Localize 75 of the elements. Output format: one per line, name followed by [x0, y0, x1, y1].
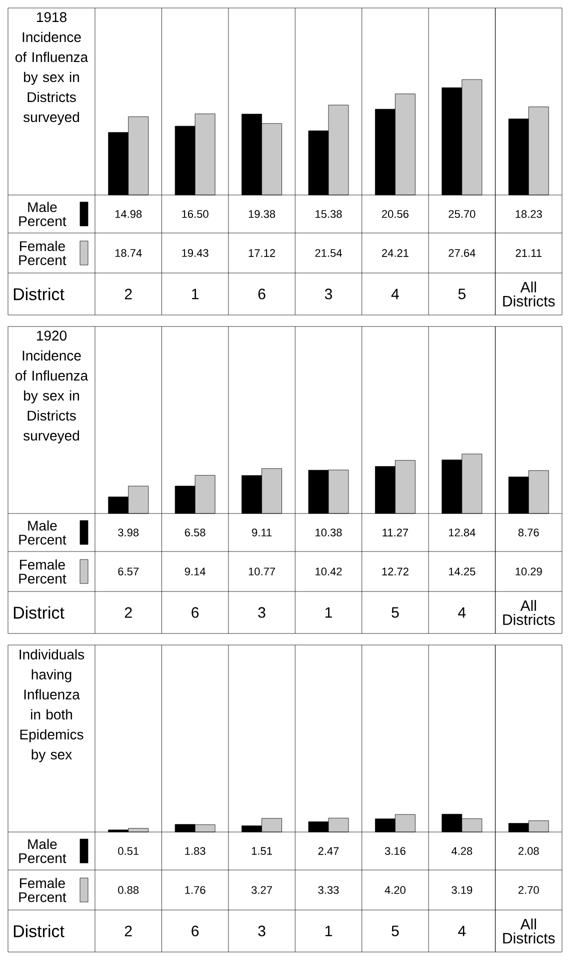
x-tick-label: 6: [192, 926, 199, 936]
x-tick-label: 5: [392, 926, 399, 936]
data-label: 12.72: [382, 568, 408, 576]
data-label: 19.43: [182, 249, 208, 257]
data-label: 18.74: [115, 249, 142, 257]
data-label: 17.12: [248, 249, 275, 257]
x-tick-label: 2: [124, 926, 132, 936]
data-label: 3.98: [118, 528, 139, 536]
x-axis-title: District: [14, 288, 64, 300]
data-label: 10.29: [516, 568, 542, 576]
x-tick-label: 3: [324, 288, 332, 300]
data-label: 2.47: [318, 847, 339, 855]
data-label: 10.38: [316, 528, 342, 536]
x-axis-title: District: [14, 606, 64, 619]
data-label: 2.08: [518, 847, 539, 855]
data-label: 4.28: [451, 847, 472, 855]
legend-label: Female Percent: [19, 878, 66, 902]
x-tick-label: 3: [258, 607, 266, 618]
x-tick-label: 1: [325, 926, 332, 936]
data-label: 14.98: [115, 210, 142, 218]
x-tick-label: All Districts: [503, 281, 555, 306]
data-label: 20.56: [382, 210, 408, 218]
data-label: 12.84: [449, 528, 476, 536]
data-label: 2.70: [518, 886, 539, 894]
x-tick-label: 3: [258, 926, 266, 936]
legend-label: Female Percent: [19, 559, 66, 584]
x-tick-label: 5: [458, 288, 466, 300]
x-tick-label: 2: [124, 607, 132, 618]
data-label: 24.21: [382, 249, 408, 257]
legend-label: Female Percent: [19, 240, 66, 266]
data-label: 27.64: [448, 249, 476, 257]
x-tick-label: 1: [325, 607, 332, 618]
x-tick-label: 2: [124, 288, 132, 300]
data-label: 3.33: [318, 886, 339, 894]
data-label: 9.11: [252, 528, 272, 536]
data-label: 6.58: [184, 528, 206, 536]
x-tick-label: All Districts: [503, 918, 555, 944]
data-label: 15.38: [316, 210, 342, 218]
data-label: 3.16: [384, 847, 406, 855]
x-tick-label: All Districts: [503, 600, 555, 625]
data-label: 1.83: [185, 847, 206, 855]
data-label: 1.51: [252, 847, 272, 855]
data-label: 25.70: [448, 210, 476, 218]
x-tick-label: 6: [258, 288, 266, 300]
data-label: 14.25: [449, 568, 476, 576]
legend-label: Male Percent: [19, 520, 66, 545]
x-tick-label: 4: [458, 926, 466, 936]
x-tick-label: 5: [392, 607, 399, 618]
data-label: 10.42: [316, 568, 342, 576]
chart-title: 1920 Incidence of Influenza by sex in Districts surveyed: [16, 330, 88, 444]
chart-title: 1918 Incidence of Influenza by sex in Districts surveyed: [16, 12, 88, 125]
x-tick-label: 4: [391, 288, 399, 300]
chart-title: Individuals having Influenza in both Epidemics by sex: [20, 649, 84, 762]
x-tick-label: 1: [192, 288, 199, 300]
x-tick-label: 4: [458, 607, 466, 618]
data-label: 16.50: [182, 210, 208, 218]
data-label: 11.27: [382, 528, 408, 536]
x-axis-title: District: [14, 924, 64, 938]
data-label: 3.27: [252, 886, 272, 894]
data-label: 0.88: [118, 886, 139, 894]
legend-label: Male Percent: [19, 202, 66, 226]
data-label: 18.23: [516, 210, 542, 218]
data-label: 10.77: [248, 568, 275, 576]
data-label: 3.19: [452, 886, 472, 894]
data-label: 1.76: [185, 886, 206, 894]
data-label: 0.51: [118, 847, 139, 855]
data-label: 4.20: [384, 886, 406, 894]
x-tick-label: 6: [192, 607, 199, 618]
data-label: 21.54: [315, 249, 342, 257]
legend-label: Male Percent: [19, 838, 66, 864]
data-label: 21.11: [516, 249, 542, 257]
data-label: 19.38: [248, 210, 276, 218]
data-label: 9.14: [184, 568, 206, 576]
data-label: 6.57: [118, 568, 139, 576]
data-label: 8.76: [518, 528, 539, 536]
